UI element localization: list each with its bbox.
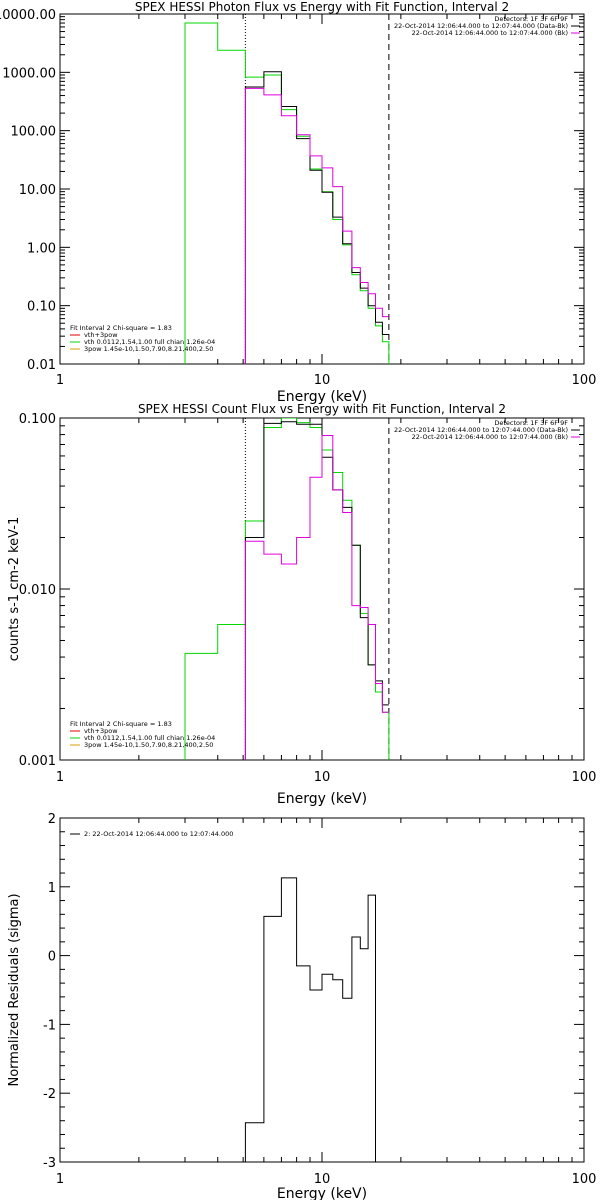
x-tick-label: 1 <box>56 1172 64 1187</box>
y-tick-label: 1 <box>48 881 56 896</box>
y-tick-label: 1.00 <box>27 241 56 256</box>
series-line-1 <box>184 22 390 364</box>
y-tick-label: 0.01 <box>27 358 56 373</box>
y-tick-label: -3 <box>43 1156 56 1171</box>
x-tick-label: 100 <box>572 1172 597 1187</box>
x-tick-label: 10 <box>314 770 331 785</box>
legend-right-text: Detectors: 1F 3F 6F 9F <box>494 15 568 23</box>
series-line-1 <box>244 877 376 1162</box>
chart-3: Energy (keV) Normalized Residuals (sigma)… <box>7 812 596 1200</box>
chart-1: SPEX HESSI Photon Flux vs Energy with Fi… <box>0 0 596 405</box>
y-tick-label: 2 <box>48 812 56 827</box>
y-tick-label: 0.001 <box>19 754 56 769</box>
x-tick-label: 100 <box>572 373 597 388</box>
legend-left-text: vth 0.0112,1.54,1.00 full chian 1.26e-04 <box>84 338 215 346</box>
legend-left-text: 3pow 1.45e-10,1.50,7.90,8.21,400,2.50 <box>84 741 213 749</box>
legend-left-text: vth 0.0112,1.54,1.00 full chian 1.26e-04 <box>84 734 215 742</box>
y-axis-label: counts s-1 cm-2 keV-1 <box>7 517 22 662</box>
x-tick-label: 10 <box>314 1172 331 1187</box>
legend-right-text: 22-Oct-2014 12:06:44.000 to 12:07:44.000… <box>394 426 568 434</box>
x-tick-label: 10 <box>314 373 331 388</box>
legend-left-text: vth+3pow <box>84 727 118 735</box>
legend-left-text: vth+3pow <box>84 331 118 339</box>
y-tick-label: 0 <box>48 950 56 965</box>
y-tick-label: 10.00 <box>19 183 56 198</box>
x-tick-label: 1 <box>56 373 64 388</box>
y-tick-label: 0.10 <box>27 300 56 315</box>
legend-left-text: Fit Interval 2 Chi-square = 1.83 <box>70 720 172 728</box>
series-line-3 <box>244 87 389 364</box>
y-tick-label: 10000.00 <box>0 8 56 23</box>
legend-right-text: Detectors: 1F 3F 6F 9F <box>494 419 568 427</box>
y-tick-label: 1000.00 <box>2 66 56 81</box>
x-axis-label: Energy (keV) <box>277 1186 367 1200</box>
x-tick-label: 1 <box>56 770 64 785</box>
y-tick-label: -2 <box>43 1087 56 1102</box>
x-axis-label: Energy (keV) <box>277 389 367 405</box>
legend-left-text: 3pow 1.45e-10,1.50,7.90,8.21,400,2.50 <box>84 345 213 353</box>
series-line-2 <box>244 421 389 760</box>
legend-right-text: 22-Oct-2014 12:06:44.000 to 12:07:44.000… <box>394 22 568 30</box>
legend-right-text: 22-Oct-2014 12:06:44.000 to 12:07:44.000… <box>412 29 568 37</box>
series-line-2 <box>244 71 389 364</box>
series-line-1 <box>184 418 390 760</box>
y-tick-label: -1 <box>43 1018 56 1033</box>
legend-right-text: 22-Oct-2014 12:06:44.000 to 12:07:44.000… <box>412 433 568 441</box>
chart-title: SPEX HESSI Photon Flux vs Energy with Fi… <box>135 0 509 14</box>
series-line-3 <box>244 435 389 760</box>
x-tick-label: 100 <box>572 770 597 785</box>
x-axis-label: Energy (keV) <box>277 791 367 807</box>
chart-2: SPEX HESSI Count Flux vs Energy with Fit… <box>7 402 596 807</box>
legend-left-text: 2: 22-Oct-2014 12:06:44.000 to 12:07:44.… <box>84 830 233 838</box>
y-axis-label: Normalized Residuals (sigma) <box>7 893 22 1086</box>
y-tick-label: 0.100 <box>19 412 56 427</box>
chart-title: SPEX HESSI Count Flux vs Energy with Fit… <box>138 402 506 416</box>
y-tick-label: 0.010 <box>19 583 56 598</box>
legend-left-text: Fit Interval 2 Chi-square = 1.83 <box>70 324 172 332</box>
y-tick-label: 100.00 <box>11 125 57 140</box>
